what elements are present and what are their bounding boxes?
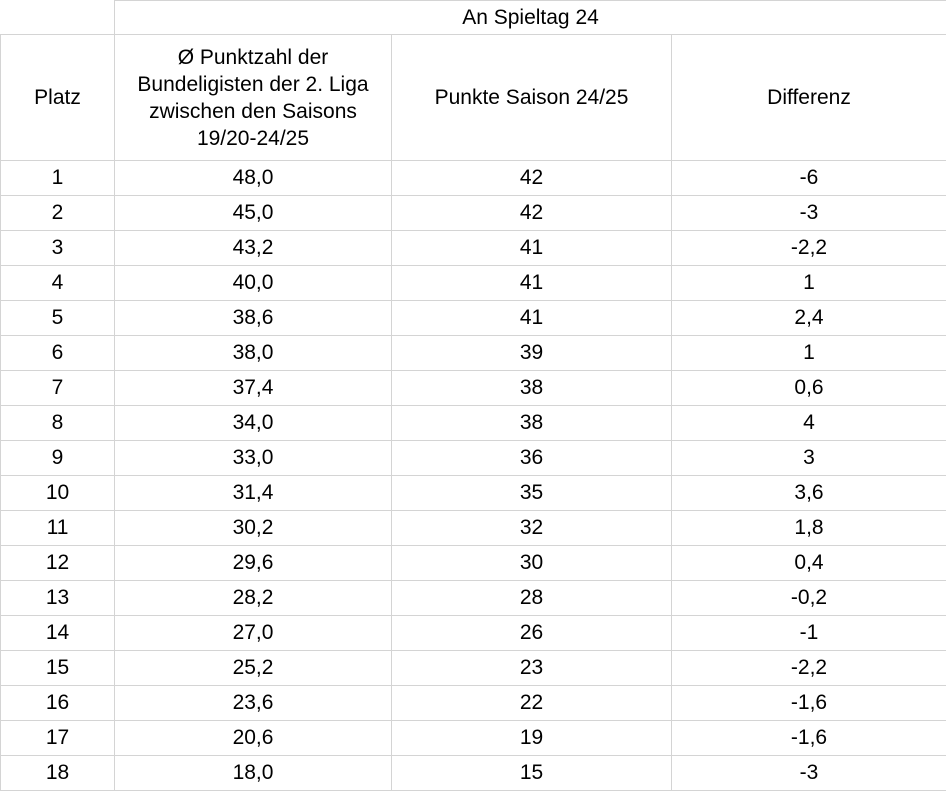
table-row: 6 38,0 39 1 — [0, 335, 946, 371]
table-row: 15 25,2 23 -2,2 — [0, 650, 946, 686]
table-row: 12 29,6 30 0,4 — [0, 545, 946, 581]
cell-difference[interactable]: -3 — [670, 755, 946, 791]
cell-average-points[interactable]: 27,0 — [114, 615, 392, 651]
cell-average-points[interactable]: 31,4 — [114, 475, 392, 511]
table-row: 7 37,4 38 0,6 — [0, 370, 946, 406]
cell-platz[interactable]: 2 — [0, 195, 115, 231]
table-row: 1 48,0 42 -6 — [0, 160, 946, 196]
cell-difference[interactable]: 1 — [670, 265, 946, 301]
header-average-points[interactable]: Ø Punktzahl der Bundeligisten der 2. Lig… — [114, 34, 392, 161]
cell-points-season[interactable]: 22 — [391, 685, 672, 721]
table-row: 16 23,6 22 -1,6 — [0, 685, 946, 721]
empty-corner-cell[interactable] — [0, 0, 115, 35]
cell-platz[interactable]: 17 — [0, 720, 115, 756]
table-row: 14 27,0 26 -1 — [0, 615, 946, 651]
cell-average-points[interactable]: 38,6 — [114, 300, 392, 336]
table-row: 11 30,2 32 1,8 — [0, 510, 946, 546]
cell-points-season[interactable]: 28 — [391, 580, 672, 616]
cell-difference[interactable]: 0,6 — [670, 370, 946, 406]
table-row: 17 20,6 19 -1,6 — [0, 720, 946, 756]
table-row: 3 43,2 41 -2,2 — [0, 230, 946, 266]
table-row: 9 33,0 36 3 — [0, 440, 946, 476]
cell-points-season[interactable]: 38 — [391, 405, 672, 441]
cell-average-points[interactable]: 40,0 — [114, 265, 392, 301]
group-header-row: An Spieltag 24 — [0, 0, 946, 35]
cell-platz[interactable]: 14 — [0, 615, 115, 651]
cell-difference[interactable]: -3 — [670, 195, 946, 231]
cell-platz[interactable]: 3 — [0, 230, 115, 266]
header-platz[interactable]: Platz — [0, 34, 115, 161]
cell-average-points[interactable]: 45,0 — [114, 195, 392, 231]
cell-average-points[interactable]: 25,2 — [114, 650, 392, 686]
cell-platz[interactable]: 15 — [0, 650, 115, 686]
cell-points-season[interactable]: 30 — [391, 545, 672, 581]
cell-points-season[interactable]: 26 — [391, 615, 672, 651]
cell-difference[interactable]: 3,6 — [670, 475, 946, 511]
cell-difference[interactable]: 0,4 — [670, 545, 946, 581]
cell-average-points[interactable]: 28,2 — [114, 580, 392, 616]
cell-platz[interactable]: 11 — [0, 510, 115, 546]
cell-average-points[interactable]: 29,6 — [114, 545, 392, 581]
cell-platz[interactable]: 4 — [0, 265, 115, 301]
table-row: 8 34,0 38 4 — [0, 405, 946, 441]
cell-difference[interactable]: 1 — [670, 335, 946, 371]
cell-points-season[interactable]: 39 — [391, 335, 672, 371]
cell-points-season[interactable]: 42 — [391, 195, 672, 231]
cell-average-points[interactable]: 38,0 — [114, 335, 392, 371]
cell-points-season[interactable]: 41 — [391, 265, 672, 301]
cell-platz[interactable]: 7 — [0, 370, 115, 406]
cell-platz[interactable]: 8 — [0, 405, 115, 441]
cell-difference[interactable]: -0,2 — [670, 580, 946, 616]
cell-difference[interactable]: -2,2 — [670, 650, 946, 686]
cell-platz[interactable]: 6 — [0, 335, 115, 371]
cell-average-points[interactable]: 30,2 — [114, 510, 392, 546]
cell-points-season[interactable]: 38 — [391, 370, 672, 406]
group-header-cell[interactable]: An Spieltag 24 — [113, 0, 946, 35]
cell-average-points[interactable]: 34,0 — [114, 405, 392, 441]
cell-difference[interactable]: -1 — [670, 615, 946, 651]
cell-average-points[interactable]: 43,2 — [114, 230, 392, 266]
cell-average-points[interactable]: 48,0 — [114, 160, 392, 196]
table-row: 10 31,4 35 3,6 — [0, 475, 946, 511]
header-difference[interactable]: Differenz — [670, 34, 946, 161]
cell-points-season[interactable]: 36 — [391, 440, 672, 476]
cell-average-points[interactable]: 23,6 — [114, 685, 392, 721]
cell-average-points[interactable]: 20,6 — [114, 720, 392, 756]
table-row: 13 28,2 28 -0,2 — [0, 580, 946, 616]
cell-average-points[interactable]: 18,0 — [114, 755, 392, 791]
cell-platz[interactable]: 9 — [0, 440, 115, 476]
cell-difference[interactable]: 4 — [670, 405, 946, 441]
cell-points-season[interactable]: 41 — [391, 230, 672, 266]
cell-points-season[interactable]: 41 — [391, 300, 672, 336]
cell-platz[interactable]: 18 — [0, 755, 115, 791]
cell-platz[interactable]: 1 — [0, 160, 115, 196]
cell-points-season[interactable]: 32 — [391, 510, 672, 546]
cell-platz[interactable]: 16 — [0, 685, 115, 721]
cell-difference[interactable]: -1,6 — [670, 685, 946, 721]
table-row: 5 38,6 41 2,4 — [0, 300, 946, 336]
cell-difference[interactable]: 2,4 — [670, 300, 946, 336]
cell-difference[interactable]: -6 — [670, 160, 946, 196]
cell-average-points[interactable]: 37,4 — [114, 370, 392, 406]
cell-points-season[interactable]: 19 — [391, 720, 672, 756]
cell-points-season[interactable]: 42 — [391, 160, 672, 196]
cell-platz[interactable]: 5 — [0, 300, 115, 336]
table-row: 4 40,0 41 1 — [0, 265, 946, 301]
cell-platz[interactable]: 12 — [0, 545, 115, 581]
cell-difference[interactable]: -2,2 — [670, 230, 946, 266]
cell-points-season[interactable]: 15 — [391, 755, 672, 791]
table-row: 18 18,0 15 -3 — [0, 755, 946, 791]
cell-difference[interactable]: 3 — [670, 440, 946, 476]
cell-average-points[interactable]: 33,0 — [114, 440, 392, 476]
header-points-season[interactable]: Punkte Saison 24/25 — [391, 34, 672, 161]
cell-difference[interactable]: 1,8 — [670, 510, 946, 546]
cell-difference[interactable]: -1,6 — [670, 720, 946, 756]
cell-platz[interactable]: 13 — [0, 580, 115, 616]
cell-points-season[interactable]: 23 — [391, 650, 672, 686]
column-header-row: Platz Ø Punktzahl der Bundeligisten der … — [0, 34, 946, 161]
table-row: 2 45,0 42 -3 — [0, 195, 946, 231]
cell-points-season[interactable]: 35 — [391, 475, 672, 511]
cell-platz[interactable]: 10 — [0, 475, 115, 511]
